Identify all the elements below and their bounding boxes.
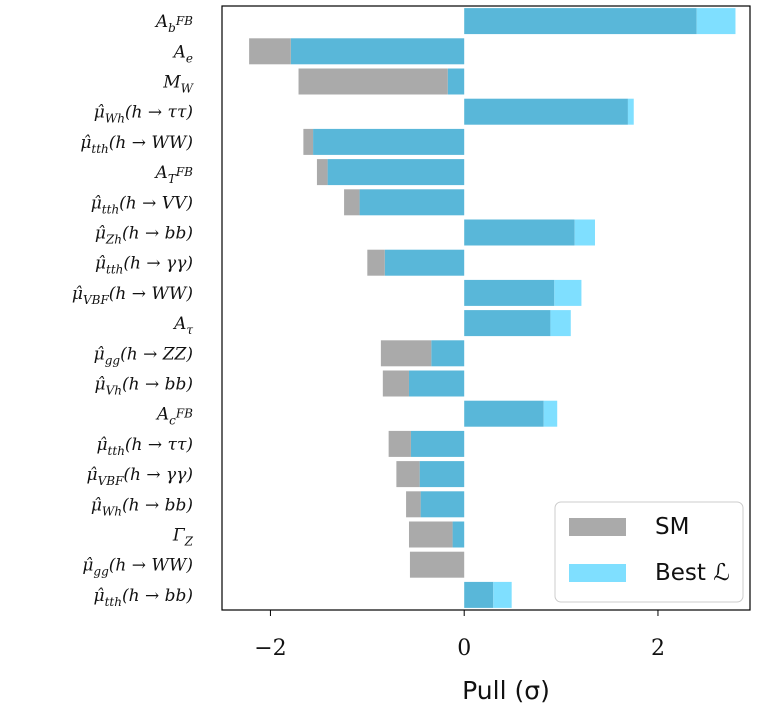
overlap-bar	[408, 370, 465, 397]
category-label: μ̂Wh(h → bb)	[91, 495, 193, 518]
category-label: μ̂tth(h → ττ)	[96, 435, 193, 458]
sm-bar	[344, 189, 360, 216]
category-label: μ̂gg(h → ZZ)	[94, 344, 193, 367]
sm-bar	[303, 128, 314, 155]
sm-bar	[367, 249, 385, 276]
sm-bar	[249, 38, 291, 65]
overlap-bar	[327, 159, 465, 186]
best-bar	[627, 98, 634, 125]
overlap-bar	[464, 400, 544, 427]
overlap-bar	[410, 430, 465, 457]
category-label: μ̂tth(h → γγ)	[95, 254, 193, 277]
overlap-bar	[290, 38, 465, 65]
sm-bar	[316, 159, 328, 186]
x-tick-label: 0	[457, 636, 471, 661]
overlap-bar	[464, 8, 697, 35]
x-tick-label: −2	[254, 636, 286, 661]
best-bar	[696, 8, 736, 35]
category-label: ATFB	[154, 163, 194, 186]
category-label: μ̂tth(h → VV)	[91, 193, 193, 216]
sm-bar	[298, 68, 448, 95]
bars-layer	[249, 8, 736, 608]
plot-frame	[221, 5, 751, 611]
sm-bar	[380, 340, 432, 367]
best-bar	[543, 400, 558, 427]
legend-swatch	[569, 564, 626, 582]
category-labels: AbFB Ae MW μ̂Wh(h → ττ) μ̂tth(h → WW) ATFB μ̂t…	[72, 12, 195, 609]
legend-box	[554, 501, 744, 603]
sm-bar	[388, 430, 411, 457]
best-bar	[493, 581, 512, 608]
category-label: AbFB	[154, 12, 193, 35]
overlap-bar	[464, 279, 555, 306]
overlap-bar	[419, 461, 465, 488]
category-label: μ̂tth(h → WW)	[80, 133, 193, 156]
category-label: μ̂tth(h → bb)	[94, 586, 193, 609]
category-label: Aτ	[172, 314, 193, 337]
overlap-bar	[431, 340, 465, 367]
best-bar	[554, 279, 582, 306]
sm-bar	[408, 521, 453, 548]
best-bar	[550, 310, 571, 337]
sm-bar	[409, 551, 465, 578]
category-label: MW	[162, 73, 194, 96]
category-label: Ae	[172, 42, 193, 65]
category-label: AcFB	[155, 405, 193, 428]
overlap-bar	[464, 310, 551, 337]
overlap-bar	[447, 68, 465, 95]
category-label: μ̂VBF(h → γγ)	[87, 465, 193, 488]
overlap-bar	[464, 98, 628, 125]
category-label: μ̂Vh(h → bb)	[95, 375, 194, 398]
x-tick-label: 2	[651, 636, 665, 661]
overlap-bar	[464, 219, 575, 246]
x-axis-label: Pull (σ)	[462, 676, 550, 705]
legend-label: Best ℒ	[655, 560, 730, 586]
legend-label: SM	[655, 514, 689, 540]
legend: SM Best ℒ	[554, 501, 744, 603]
best-bar	[574, 219, 595, 246]
category-label: μ̂Zh(h → bb)	[95, 224, 193, 247]
overlap-bar	[313, 128, 465, 155]
overlap-bar	[359, 189, 465, 216]
overlap-bar	[420, 491, 465, 518]
overlap-bar	[464, 581, 494, 608]
legend-swatch	[569, 518, 626, 536]
x-axis-ticks: −2 0 2	[254, 610, 665, 661]
sm-bar	[406, 491, 421, 518]
sm-bar	[382, 370, 409, 397]
category-label: ΓZ	[172, 526, 194, 549]
overlap-bar	[384, 249, 465, 276]
overlap-bar	[452, 521, 465, 548]
sm-bar	[396, 461, 420, 488]
category-label: μ̂gg(h → WW)	[82, 556, 193, 579]
category-label: μ̂VBF(h → WW)	[72, 284, 193, 307]
category-label: μ̂Wh(h → ττ)	[94, 103, 193, 126]
